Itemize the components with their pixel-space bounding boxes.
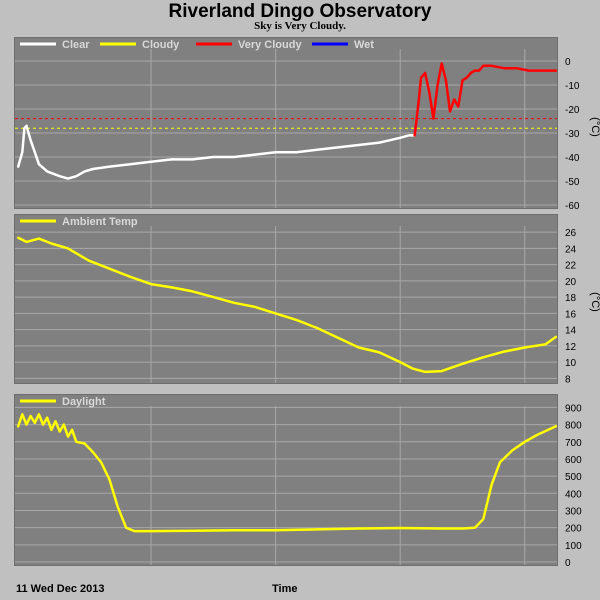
y-tick-label: -40 [565, 153, 580, 164]
page-title: Riverland Dingo Observatory [168, 1, 432, 22]
y-tick-label: 26 [565, 228, 577, 239]
y-tick-label: 700 [565, 438, 582, 449]
legend-background [15, 395, 557, 406]
legend-background [15, 215, 557, 226]
y-tick-label: -10 [565, 81, 580, 92]
y-tick-label: 18 [565, 293, 577, 304]
y-axis-label: (°C) [589, 117, 600, 137]
legend-label: Very Cloudy [238, 39, 302, 51]
legend-background [15, 38, 557, 49]
y-tick-label: 14 [565, 326, 577, 337]
date-label: 11 Wed Dec 2013 [16, 583, 105, 595]
y-tick-label: 22 [565, 261, 577, 272]
y-tick-label: -30 [565, 129, 580, 140]
y-tick-label: 16 [565, 309, 577, 320]
y-tick-label: 800 [565, 421, 582, 432]
y-tick-label: 20 [565, 277, 577, 288]
sky-status-subtitle: Sky is Very Cloudy. [254, 20, 346, 32]
y-tick-label: 12 [565, 342, 577, 353]
y-tick-label: 0 [565, 558, 571, 568]
y-tick-label: 100 [565, 541, 582, 552]
y-tick-label: 200 [565, 524, 582, 535]
ambient-temperature-chart: 8 10 12 14 16 18 20 22 24 26 (°C) Ambient Temp [14, 214, 600, 385]
y-tick-label: -20 [565, 105, 580, 116]
y-tick-label: 24 [565, 244, 577, 255]
legend-label: Ambient Temp [62, 216, 138, 228]
legend-label: Clear [62, 39, 90, 51]
series-line-very-cloudy [413, 62, 558, 137]
y-tick-label: 8 [565, 374, 571, 385]
y-tick-label: 500 [565, 472, 582, 483]
series-line-clear [16, 124, 416, 180]
plot-background [14, 37, 558, 209]
legend-label: Daylight [62, 396, 106, 408]
y-tick-label: 900 [565, 403, 582, 414]
series-line-daylight [16, 413, 558, 533]
y-tick-label: 400 [565, 489, 582, 500]
y-tick-label: 10 [565, 358, 577, 369]
y-tick-label: -60 [565, 201, 580, 210]
legend-label: Cloudy [142, 39, 180, 51]
plot-background [14, 214, 558, 384]
time-axis-label: Time [272, 583, 298, 595]
daylight-chart: 0100200300400500600700800900Daylight9PM1… [14, 394, 582, 568]
series-line-ambient-temp [16, 236, 558, 374]
y-tick-label: 0 [565, 57, 571, 68]
y-tick-label: -50 [565, 177, 580, 188]
y-axis-label: (°C) [589, 292, 600, 312]
plot-background [14, 394, 558, 566]
sky-temperature-chart: 0 -10 -20 -30 -40 -50 -60 (°C) Clear Cloudy Very C… [14, 37, 600, 210]
y-tick-label: 600 [565, 455, 582, 466]
legend-label: Wet [354, 39, 374, 51]
y-tick-label: 300 [565, 506, 582, 517]
